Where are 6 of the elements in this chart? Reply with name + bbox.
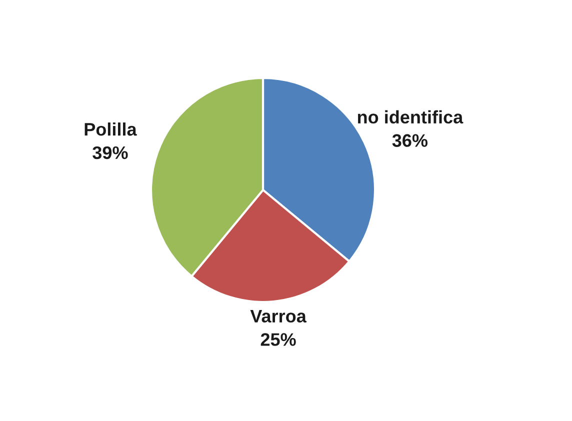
slice-label: no identifica <box>358 110 464 124</box>
data-label: 36% <box>392 134 428 147</box>
slice-label: Polilla <box>84 122 137 136</box>
data-label: 39% <box>92 146 128 160</box>
data-label: 25% <box>260 333 296 346</box>
slice-label: Varroa <box>250 310 307 323</box>
